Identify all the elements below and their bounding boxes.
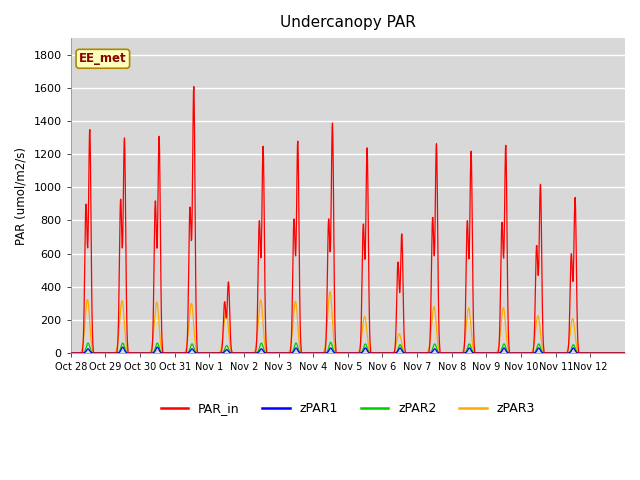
Title: Undercanopy PAR: Undercanopy PAR <box>280 15 416 30</box>
Y-axis label: PAR (umol/m2/s): PAR (umol/m2/s) <box>15 146 28 244</box>
Legend: PAR_in, zPAR1, zPAR2, zPAR3: PAR_in, zPAR1, zPAR2, zPAR3 <box>156 397 540 420</box>
Text: EE_met: EE_met <box>79 52 127 65</box>
